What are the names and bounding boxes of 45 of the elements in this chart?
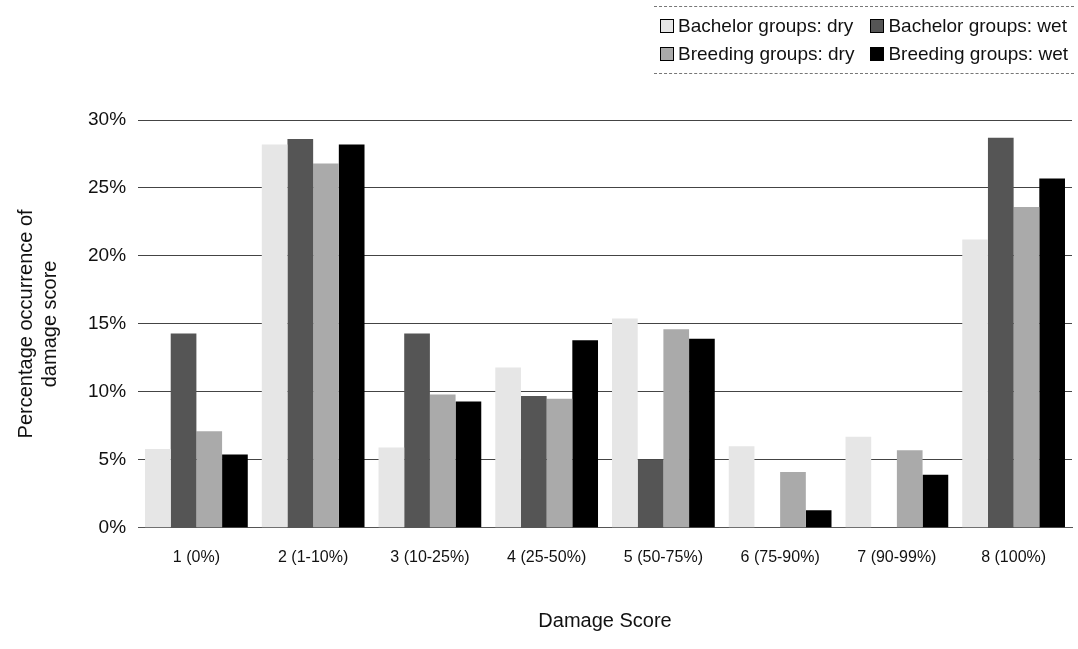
- x-axis-title: Damage Score: [538, 608, 672, 631]
- bar: [922, 474, 949, 528]
- bar: [338, 144, 365, 528]
- y-tick-label: 5%: [98, 448, 127, 470]
- y-tick-label: 30%: [88, 108, 127, 130]
- bar: [455, 401, 482, 528]
- bar: [805, 510, 832, 528]
- x-tick-label: 6 (75-90%): [740, 547, 820, 565]
- x-tick-label: 4 (25-50%): [507, 547, 587, 565]
- y-axis-title: Percentage occurrence of damage score: [13, 208, 60, 439]
- y-tick-label: 0%: [98, 516, 127, 538]
- bar: [962, 239, 988, 528]
- bar: [495, 367, 521, 528]
- legend-label: Bachelor groups: dry: [678, 15, 854, 37]
- bar: [313, 163, 339, 528]
- y-tick-label: 20%: [88, 244, 127, 266]
- x-tick-label: 3 (10-25%): [390, 547, 470, 565]
- y-tick-label: 25%: [88, 176, 127, 198]
- bar: [546, 398, 573, 528]
- x-tick-label: 5 (50-75%): [623, 547, 703, 565]
- bar: [429, 394, 456, 528]
- y-tick-label: 10%: [88, 380, 127, 402]
- bar: [896, 450, 923, 528]
- bar: [728, 446, 755, 528]
- bar: [196, 431, 223, 528]
- bar: [572, 340, 599, 528]
- x-tick-label: 7 (90-99%): [857, 547, 937, 565]
- bar: [689, 338, 715, 528]
- bar: [378, 447, 405, 528]
- x-tick-label: 1 (0%): [172, 547, 220, 565]
- bar: [261, 144, 288, 528]
- legend-label: Bachelor groups: wet: [888, 15, 1067, 37]
- bar: [845, 436, 872, 528]
- x-tick-label: 8 (100%): [981, 547, 1047, 565]
- y-tick-label: 15%: [88, 312, 127, 334]
- bar: [663, 329, 690, 528]
- legend-label: Breeding groups: dry: [678, 43, 855, 65]
- bar: [780, 472, 806, 528]
- bar: [222, 454, 248, 528]
- bar: [612, 318, 638, 528]
- bar: [1039, 178, 1065, 528]
- bar: [145, 448, 171, 528]
- x-tick-label: 2 (1-10%): [278, 547, 349, 565]
- legend-label: Breeding groups: wet: [888, 43, 1068, 65]
- bar: [1013, 207, 1040, 528]
